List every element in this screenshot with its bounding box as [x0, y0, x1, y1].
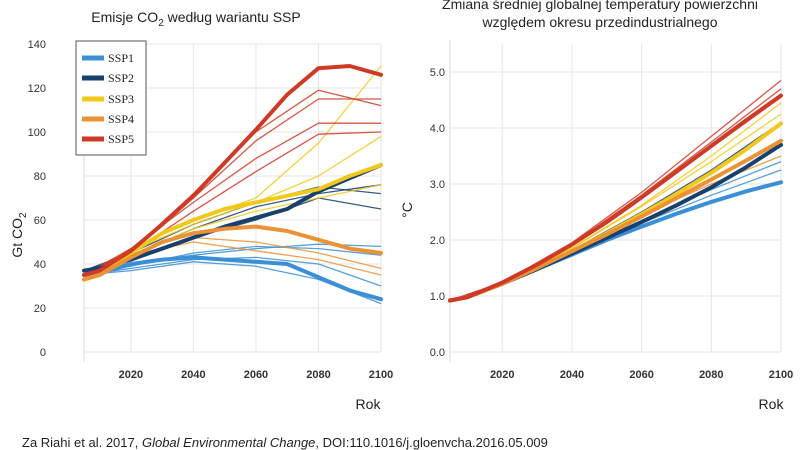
grid [450, 44, 782, 353]
y-axis-label: Gt CO2 [9, 212, 29, 258]
y-tick-label: 0.0 [430, 347, 445, 359]
x-tick-label: 2100 [769, 369, 793, 381]
y-axis-ticks: 0.0 1.0 2.0 3.0 4.0 5.0 [430, 67, 445, 359]
temperature-change-chart: Zmiana średniej globalnej temperatury po… [399, 0, 793, 412]
x-tick-label: 2020 [119, 369, 143, 381]
co2-emissions-chart: Emisje CO2 według wariantu SSP 020406080… [9, 9, 393, 412]
x-tick-label: 2080 [306, 369, 330, 381]
series-line-ssp4 [82, 224, 383, 282]
series-line-ssp3 [82, 163, 383, 282]
legend-entry: SSP4 [82, 112, 134, 126]
legend-label: SSP5 [108, 132, 134, 146]
scenario-line-ssp3 [449, 113, 782, 302]
y-tick-label: 4.0 [430, 123, 445, 135]
y-tick-label: 140 [28, 39, 46, 51]
x-axis-label: Rok [759, 396, 785, 412]
legend-label: SSP2 [108, 71, 134, 85]
legend-entry: SSP3 [82, 92, 134, 106]
legend-label: SSP4 [108, 112, 134, 126]
y-tick-label: 40 [34, 259, 46, 271]
scenario-lines [449, 79, 782, 302]
chart-title: Emisje CO2 według wariantu SSP [91, 9, 300, 29]
chart-title-line2: względem okresu przedindustrialnego [481, 14, 717, 30]
scenario-line-ssp5 [449, 79, 782, 302]
y-tick-label: 100 [28, 127, 46, 139]
y-tick-label: 5.0 [430, 67, 445, 79]
x-tick-label: 2040 [181, 369, 205, 381]
y-tick-label: 2.0 [430, 235, 445, 247]
x-tick-label: 2060 [244, 369, 268, 381]
series-line-ssp5 [448, 93, 783, 303]
x-tick-label: 2100 [369, 369, 393, 381]
x-tick-label: 2020 [490, 369, 514, 381]
marker-lines [448, 93, 783, 303]
x-axis-label: Rok [356, 396, 382, 412]
y-axis-ticks: 0 20 40 60 80 100 120 140 [28, 39, 46, 359]
x-axis-ticks: 2020 2040 2060 2080 2100 [119, 369, 394, 381]
chart-title-line1: Zmiana średniej globalnej temperatury po… [442, 0, 758, 12]
scenario-line-ssp5 [83, 122, 381, 276]
legend-entry: SSP2 [82, 71, 134, 85]
series-line-ssp5 [82, 64, 383, 277]
legend-label: SSP3 [108, 92, 134, 106]
source-citation: Za Riahi et al. 2017, Global Environment… [22, 435, 548, 450]
legend-entry: SSP5 [82, 132, 134, 146]
y-tick-label: 120 [28, 83, 46, 95]
x-tick-label: 2060 [629, 369, 653, 381]
x-tick-label: 2040 [560, 369, 584, 381]
y-tick-label: 1.0 [430, 291, 445, 303]
y-tick-label: 3.0 [430, 179, 445, 191]
y-tick-label: 60 [34, 215, 46, 227]
legend: SSP1 SSP2 SSP3 SSP4 SSP5 [75, 40, 147, 156]
y-tick-label: 80 [34, 171, 46, 183]
x-tick-label: 2080 [699, 369, 723, 381]
y-axis-label: °C [399, 202, 415, 218]
y-tick-label: 20 [34, 303, 46, 315]
legend-label: SSP1 [108, 51, 134, 65]
y-tick-label: 0 [40, 347, 46, 359]
series-line-ssp1 [82, 255, 383, 302]
marker-lines [82, 64, 383, 302]
legend-entry: SSP1 [82, 51, 134, 65]
x-axis-ticks: 2020 2040 2060 2080 2100 [490, 369, 793, 381]
